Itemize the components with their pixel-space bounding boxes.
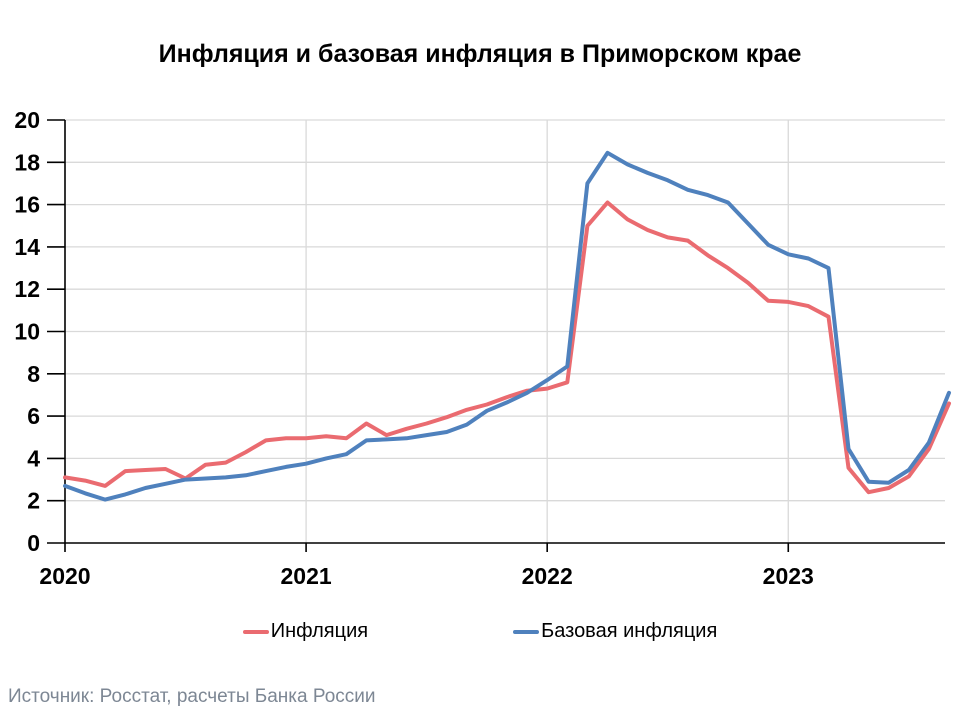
y-tick-label: 0 — [27, 530, 40, 556]
chart-title: Инфляция и базовая инфляция в Приморском… — [158, 40, 802, 68]
y-tick-label: 2 — [27, 488, 40, 514]
legend-label-inflation: Инфляция — [270, 620, 369, 642]
y-tick-label: 4 — [27, 445, 40, 471]
y-tick-label: 6 — [27, 403, 40, 429]
y-tick-label: 14 — [14, 234, 40, 260]
inflation-line — [63, 200, 951, 495]
core-inflation-line — [63, 150, 951, 502]
y-tick-label: 20 — [14, 107, 40, 133]
y-tick-label: 8 — [27, 361, 40, 387]
legend-swatch-core-inflation-line — [513, 629, 540, 634]
source-note: Источник: Росстат, расчеты Банка России — [8, 686, 376, 707]
chart-legend: Инфляция Базовая инфляция — [0, 620, 960, 643]
legend-label-core-inflation: Базовая инфляция — [541, 620, 718, 642]
y-tick-label: 10 — [14, 319, 40, 345]
y-tick-label: 18 — [14, 149, 40, 175]
legend-item-core-inflation: Базовая инфляция — [513, 620, 717, 643]
x-tick-label: 2023 — [763, 563, 814, 589]
x-tick-label: 2022 — [522, 563, 573, 589]
legend-swatch-inflation-line — [242, 629, 269, 634]
y-tick-label: 16 — [14, 192, 40, 218]
legend-item-inflation: Инфляция — [242, 620, 369, 643]
x-tick-label: 2021 — [281, 563, 332, 589]
x-tick-label: 2020 — [39, 563, 90, 589]
y-tick-label: 12 — [14, 276, 40, 302]
